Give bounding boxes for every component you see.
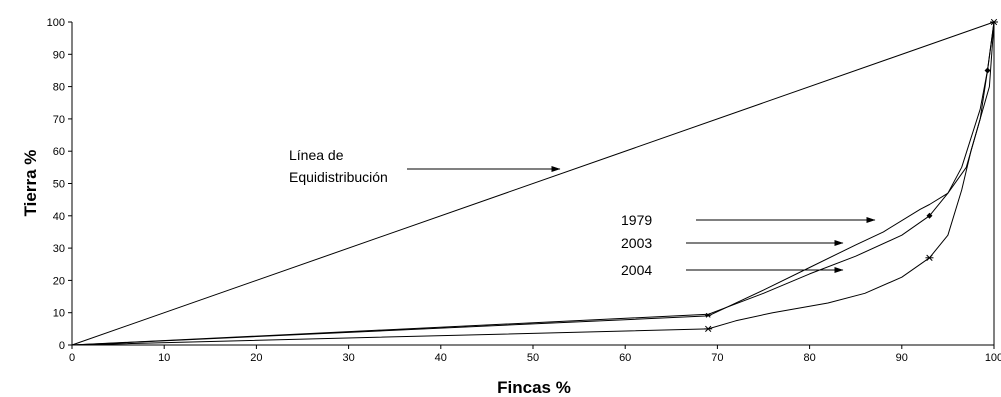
y-tick-label: 100 [47, 17, 65, 29]
annotation-2003-label: 2003 [621, 235, 652, 251]
star-marker [925, 254, 934, 261]
x-tick-label: 50 [527, 352, 539, 364]
star-marker [705, 312, 712, 318]
equidistribution-label-line2: Equidistribución [289, 169, 388, 185]
star-marker [990, 18, 998, 26]
x-tick-label: 40 [435, 352, 447, 364]
annotation-1979-label: 1979 [621, 212, 652, 228]
y-tick-label: 90 [53, 49, 65, 61]
series-line-l-nea-de-equidistribuci-n [71, 21, 995, 346]
y-tick-label: 50 [53, 179, 65, 191]
y-axis-title: Tierra % [21, 150, 40, 217]
x-tick-label: 100 [985, 352, 1001, 364]
series-group [71, 21, 995, 346]
x-tick-label: 10 [158, 352, 170, 364]
y-axis-tick-labels: 0 10 20 30 40 50 60 70 80 90 100 [47, 17, 65, 352]
diamond-marker [984, 67, 991, 74]
equidistribution-label-line1: Línea de [289, 147, 344, 163]
x-tick-label: 60 [619, 352, 631, 364]
y-tick-label: 10 [53, 308, 65, 320]
x-axis-title: Fincas % [497, 378, 571, 397]
x-tick-label: 70 [711, 352, 723, 364]
y-tick-label: 80 [53, 82, 65, 94]
axis-tick-marks [68, 21, 995, 349]
diamond-marker [926, 212, 933, 219]
annotation-2004-label: 2004 [621, 262, 652, 278]
x-tick-label: 20 [250, 352, 262, 364]
x-tick-label: 0 [69, 352, 75, 364]
y-tick-label: 60 [53, 146, 65, 158]
y-tick-label: 0 [59, 340, 65, 352]
x-tick-label: 80 [803, 352, 815, 364]
y-tick-label: 40 [53, 211, 65, 223]
x-axis-tick-labels: 0 10 20 30 40 50 60 70 80 90 100 [69, 352, 1001, 364]
x-tick-label: 90 [896, 352, 908, 364]
y-tick-label: 70 [53, 114, 65, 126]
x-tick-label: 30 [342, 352, 354, 364]
star-marker [704, 325, 713, 333]
y-tick-label: 30 [53, 243, 65, 255]
y-tick-label: 20 [53, 275, 65, 287]
series-line-2004 [71, 21, 995, 346]
marker-group [704, 18, 998, 333]
